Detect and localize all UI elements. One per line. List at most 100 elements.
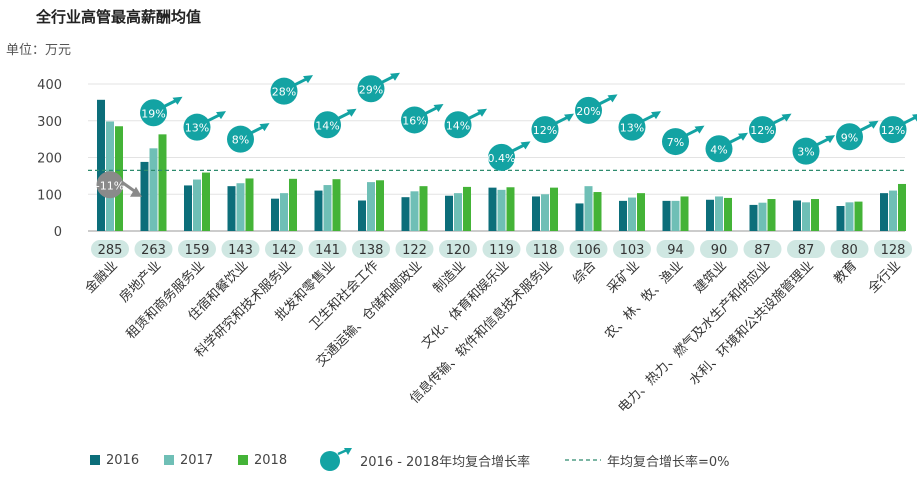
x-category-label: 租赁和商务服务业 xyxy=(123,258,208,343)
bar-2016 xyxy=(662,200,671,231)
growth-arrow-head xyxy=(433,103,444,112)
dashed-line-icon xyxy=(565,459,601,461)
legend-label-2017: 2017 xyxy=(180,452,214,468)
value-label-2018: 142 xyxy=(272,243,297,258)
bar-2018 xyxy=(463,186,471,231)
value-pill xyxy=(874,240,912,258)
value-pill xyxy=(134,240,173,258)
growth-bubble-label: 12% xyxy=(881,124,905,137)
bar-2018 xyxy=(550,187,558,231)
value-pill xyxy=(613,240,651,258)
value-pill xyxy=(482,240,521,258)
growth-arrow-shaft xyxy=(815,137,829,147)
growth-bubble-label: 14% xyxy=(315,119,339,132)
growth-bubble-label: 13% xyxy=(620,122,644,135)
bar-2017 xyxy=(236,183,245,231)
value-label-2018: 285 xyxy=(98,243,123,258)
value-pill xyxy=(178,240,216,258)
bar-2017 xyxy=(193,179,201,231)
bar-2016 xyxy=(445,195,453,231)
growth-arrow-shaft xyxy=(293,77,307,87)
bar-2018 xyxy=(854,201,863,231)
legend-item-zero-line: 年均复合增长率=0% xyxy=(565,448,730,472)
x-category-label: 金融业 xyxy=(82,258,121,297)
growth-bubble-label: 4% xyxy=(710,143,727,156)
growth-bubble xyxy=(140,99,167,127)
growth-arrow-head xyxy=(912,114,917,122)
bar-2016 xyxy=(749,204,758,231)
bar-2017 xyxy=(671,200,680,231)
y-tick-label: 0 xyxy=(54,225,62,240)
x-category-label: 教育 xyxy=(831,258,861,288)
legend-item-2017: 2017 xyxy=(164,448,213,472)
legend-label-2016: 2016 xyxy=(106,452,140,468)
y-tick-label: 200 xyxy=(37,152,62,167)
bar-2018 xyxy=(202,172,210,231)
bar-2016 xyxy=(140,161,149,231)
growth-arrow-head xyxy=(738,132,748,141)
value-label-2018: 143 xyxy=(228,243,253,258)
bar-2018 xyxy=(376,180,384,231)
growth-bubble-label: 29% xyxy=(359,83,383,96)
bar-2018 xyxy=(332,179,341,231)
growth-bubble-label: 13% xyxy=(185,122,209,135)
bar-2017 xyxy=(280,193,288,231)
bar-2018 xyxy=(289,178,297,231)
growth-arrow-shaft xyxy=(423,106,438,116)
legend-item-cagr: 2016 - 2018年均复合增长率 xyxy=(314,448,530,472)
value-label-2018: 106 xyxy=(576,243,601,258)
growth-arrow-shaft xyxy=(206,113,220,123)
growth-bubble-label: 14% xyxy=(446,119,470,132)
y-tick-label: 300 xyxy=(37,115,62,130)
bar-2017 xyxy=(845,202,854,231)
bar-2017 xyxy=(628,197,636,231)
growth-arrow-shaft xyxy=(858,123,873,133)
growth-bubble-label: 8% xyxy=(232,134,249,147)
value-label-2018: 159 xyxy=(185,243,210,258)
value-pill xyxy=(265,240,303,258)
bar-2018 xyxy=(680,196,689,231)
bar-2018 xyxy=(637,193,645,231)
legend-swatch-2018 xyxy=(238,455,248,465)
growth-arrow-head xyxy=(346,108,357,117)
value-pill xyxy=(830,240,869,258)
bar-2017 xyxy=(497,189,506,231)
legend-label-zero-line: 年均复合增长率=0% xyxy=(607,454,730,470)
bar-2016 xyxy=(184,185,192,231)
value-label-2018: 118 xyxy=(533,243,558,258)
growth-arrow-shaft xyxy=(902,116,916,125)
bar-2018 xyxy=(593,192,602,231)
bar-2017 xyxy=(715,196,723,231)
growth-arrow-head xyxy=(303,75,313,84)
value-pill xyxy=(743,240,782,258)
growth-arrow-head xyxy=(216,111,226,120)
value-label-2018: 128 xyxy=(881,243,906,258)
growth-arrow-head xyxy=(520,141,531,150)
value-label-2018: 141 xyxy=(315,243,340,258)
value-pill xyxy=(395,240,434,258)
value-label-2018: 120 xyxy=(446,243,471,258)
legend-label-2018: 2018 xyxy=(254,452,288,468)
value-label-2018: 138 xyxy=(359,243,384,258)
bar-2017 xyxy=(758,202,767,231)
x-category-label: 制造业 xyxy=(431,258,469,296)
growth-arrow-shaft xyxy=(467,111,481,121)
growth-bubble xyxy=(749,116,776,144)
bar-2017 xyxy=(323,185,332,231)
bar-2016 xyxy=(880,193,888,231)
growth-arrow-head xyxy=(694,125,705,134)
bar-2016 xyxy=(358,200,366,231)
growth-bubble-label: 0.4% xyxy=(488,152,516,165)
growth-arrow-shaft xyxy=(510,144,525,153)
legend-swatch-2016 xyxy=(90,455,100,465)
bar-2016 xyxy=(314,190,323,231)
x-category-label: 电力、热力、燃气及水生产和供应业 xyxy=(615,258,773,416)
x-category-label: 建筑业 xyxy=(691,258,730,297)
growth-bubble-label: 12% xyxy=(750,124,774,137)
growth-arrow-shaft xyxy=(162,99,177,109)
growth-bubble xyxy=(96,171,124,199)
y-tick-label: 100 xyxy=(37,188,62,203)
value-label-2018: 103 xyxy=(620,243,645,258)
value-label-2018: 90 xyxy=(711,243,728,258)
growth-bubble xyxy=(488,143,515,171)
